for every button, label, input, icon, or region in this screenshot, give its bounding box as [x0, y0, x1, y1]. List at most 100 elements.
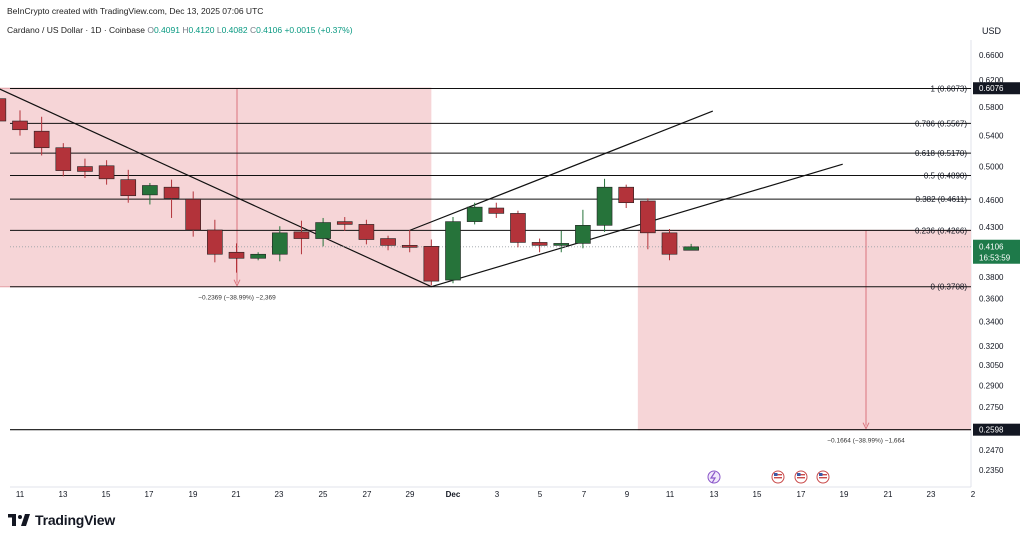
candle-body — [98, 165, 115, 180]
time-tick-label: 19 — [189, 490, 198, 499]
candle-body — [336, 221, 353, 225]
candle — [142, 182, 158, 205]
price-tick-label: 0.3200 — [979, 342, 1004, 351]
currency-label: USD — [982, 26, 1002, 36]
time-tick-label: 15 — [102, 490, 111, 499]
price-tag-value: 0.4106 — [979, 243, 1004, 252]
candle — [466, 202, 483, 225]
candle-body — [0, 98, 7, 122]
price-tick-label: 0.6600 — [979, 51, 1004, 60]
candle-body — [12, 120, 28, 131]
candle — [250, 252, 266, 261]
price-tick-label: 0.2900 — [979, 381, 1004, 390]
candle-body — [250, 253, 266, 259]
price-tick-label: 0.3800 — [979, 273, 1004, 282]
candle-body — [683, 246, 699, 251]
fib-level-label: 0.382 (0.4611) — [916, 195, 968, 204]
time-tick-label: 11 — [666, 490, 675, 499]
candle — [553, 230, 570, 253]
us-flag-event-icon — [816, 470, 830, 484]
price-tag-bg — [973, 82, 1020, 95]
candle-body — [380, 238, 396, 246]
measure-label: −0.2369 (−38.99%) −2,369 — [198, 295, 276, 302]
time-tick-label: 21 — [232, 490, 241, 499]
trendline — [0, 88, 432, 288]
tradingview-logo: TradingView — [8, 512, 115, 528]
candle-body — [77, 166, 93, 172]
candle — [77, 158, 93, 178]
us-flag-icon-canton — [797, 473, 801, 476]
trendline — [409, 110, 714, 231]
candle — [358, 219, 375, 245]
ohlc-low: L0.4082 — [216, 25, 248, 35]
us-flag-icon-canton — [819, 473, 823, 476]
candle — [661, 229, 678, 261]
candle — [228, 243, 245, 273]
symbol-title[interactable]: Cardano / US Dollar · 1D · Coinbase — [7, 25, 145, 35]
candle-body — [640, 200, 656, 234]
price-tick-label: 0.3050 — [979, 361, 1004, 370]
candle — [423, 239, 440, 286]
candle — [185, 191, 201, 237]
candle — [640, 198, 656, 250]
us-flag-icon-stripe — [797, 477, 805, 479]
tradingview-logo-icon — [8, 514, 30, 526]
candle-body — [185, 198, 201, 231]
fib-level-label: 0.786 (0.5567) — [915, 119, 967, 128]
candle-body — [401, 245, 418, 248]
time-tick-label: 25 — [319, 490, 328, 499]
time-tick-label: 11 — [16, 490, 25, 499]
measure-zone: −0.2369 (−38.99%) −2,369 — [0, 87, 432, 302]
candle-body — [445, 221, 461, 281]
us-flag-icon-canton — [774, 473, 778, 476]
candle — [488, 202, 505, 218]
candle — [55, 143, 72, 177]
us-flag-event-icon — [794, 470, 808, 484]
lightning-event-icon — [707, 470, 721, 484]
fib-level-label: 0.5 (0.4890) — [924, 172, 967, 181]
us-flag-icon-stripe — [774, 474, 782, 476]
candle — [12, 110, 28, 136]
candle-body — [575, 225, 591, 244]
us-flag-icon-stripe — [774, 477, 782, 479]
candle — [0, 98, 7, 122]
symbol-ohlc-line: Cardano / US Dollar · 1D · Coinbase O0.4… — [7, 25, 353, 35]
candle-body — [531, 242, 548, 246]
candle-body — [618, 186, 635, 204]
measure-zone-fill — [637, 230, 971, 430]
price-tag: 0.2598 — [973, 423, 1020, 436]
tradingview-logo-text: TradingView — [35, 512, 116, 528]
candle-body — [596, 186, 613, 226]
measure-zone: −0.1664 (−38.99%) −1,664 — [637, 229, 971, 445]
ohlc-open: O0.4091 — [147, 25, 180, 35]
candle — [531, 238, 548, 253]
price-tick-label: 0.5000 — [979, 163, 1004, 172]
price-tick-label: 0.3400 — [979, 318, 1004, 327]
time-tick-label: 27 — [363, 490, 372, 499]
price-tag-countdown: 16:53:59 — [979, 254, 1011, 263]
time-tick-label: 15 — [753, 490, 762, 499]
measure-arrow-head — [233, 279, 241, 287]
price-tag: 0.4106 16:53:59 — [973, 239, 1020, 264]
candle-body — [120, 179, 137, 197]
time-tick-label: 7 — [582, 490, 587, 499]
fib-level-label: 0 (0.3708) — [931, 283, 968, 292]
price-tick-label: 0.5800 — [979, 103, 1004, 112]
time-tick-label: 17 — [797, 490, 806, 499]
price-tick-label: 0.3600 — [979, 295, 1004, 304]
measure-arrow-head — [862, 422, 870, 430]
price-tick-label: 0.5400 — [979, 132, 1004, 141]
candle-body — [207, 229, 223, 255]
candle — [120, 169, 137, 203]
time-tick-label: 29 — [406, 490, 415, 499]
candle — [618, 184, 635, 209]
candle-body — [271, 232, 288, 255]
time-tick-label: 13 — [59, 490, 68, 499]
price-tick-label: 0.2350 — [979, 466, 1004, 475]
candle — [683, 243, 699, 251]
candle — [293, 220, 310, 255]
candle — [98, 160, 115, 185]
candle — [207, 219, 223, 263]
price-tag: 0.6076 — [973, 82, 1020, 95]
